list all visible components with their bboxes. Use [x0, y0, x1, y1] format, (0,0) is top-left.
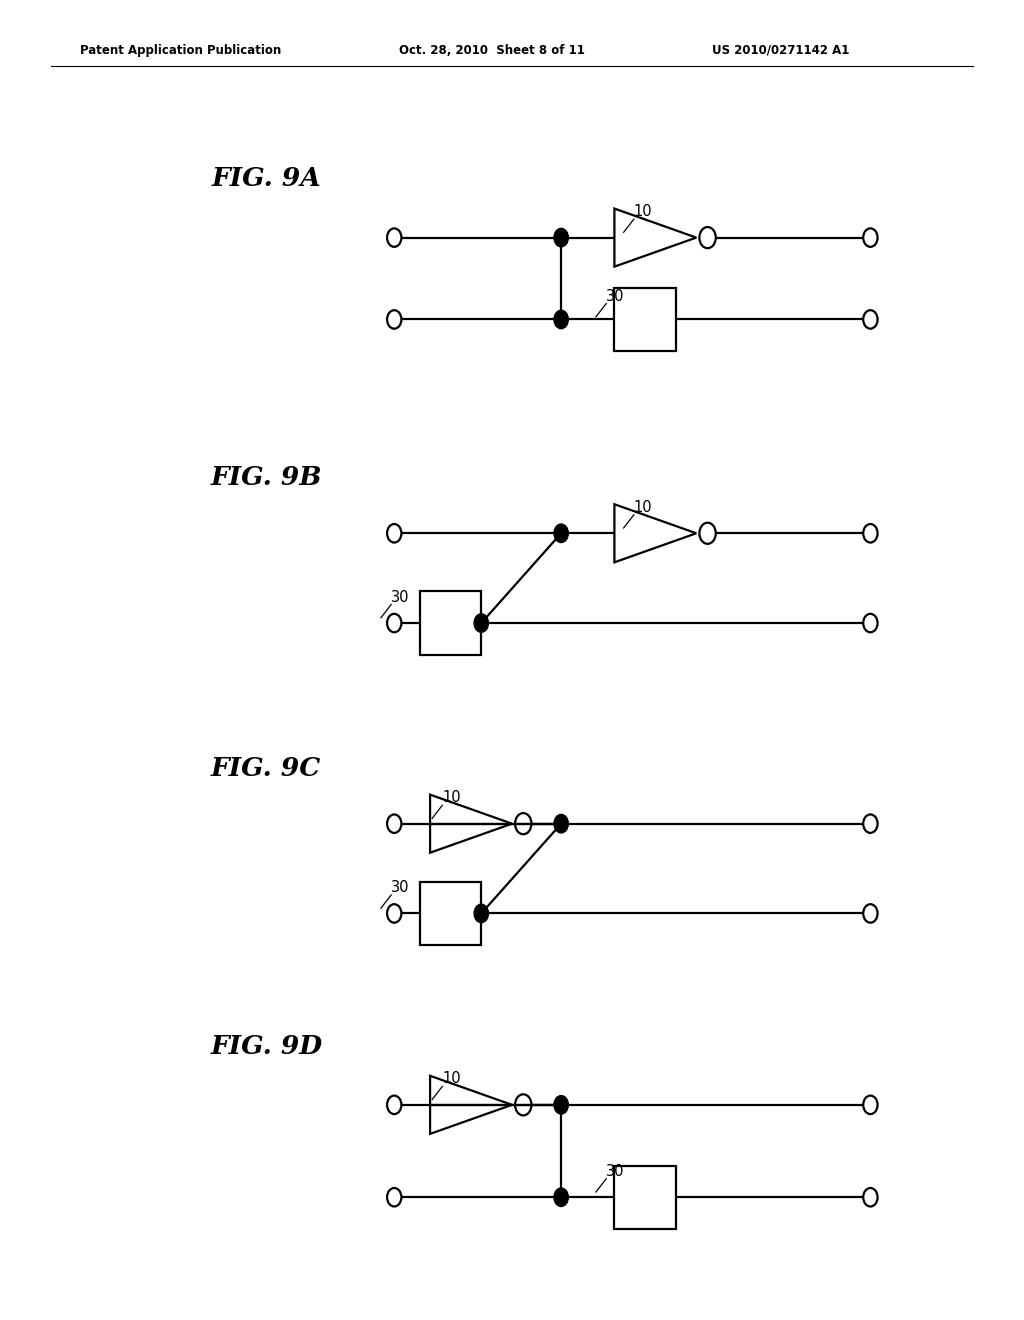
Text: 30: 30: [606, 289, 625, 304]
Text: 10: 10: [634, 500, 652, 515]
Circle shape: [474, 614, 488, 632]
Text: FIG. 9D: FIG. 9D: [210, 1035, 323, 1059]
Bar: [614, 1166, 676, 1229]
Text: Patent Application Publication: Patent Application Publication: [80, 44, 282, 57]
Bar: [420, 591, 481, 655]
Bar: [614, 288, 676, 351]
Text: 10: 10: [634, 205, 652, 219]
Circle shape: [554, 1188, 568, 1206]
Text: FIG. 9A: FIG. 9A: [211, 166, 322, 190]
Circle shape: [554, 814, 568, 833]
Circle shape: [554, 310, 568, 329]
Text: US 2010/0271142 A1: US 2010/0271142 A1: [712, 44, 849, 57]
Text: Oct. 28, 2010  Sheet 8 of 11: Oct. 28, 2010 Sheet 8 of 11: [399, 44, 586, 57]
Text: FIG. 9B: FIG. 9B: [211, 466, 322, 490]
Circle shape: [474, 904, 488, 923]
Text: 30: 30: [606, 1164, 625, 1179]
Circle shape: [554, 1096, 568, 1114]
Text: 30: 30: [391, 880, 410, 895]
Text: 10: 10: [442, 1072, 461, 1086]
Text: FIG. 9C: FIG. 9C: [211, 756, 322, 780]
Text: 10: 10: [442, 791, 461, 805]
Text: 30: 30: [391, 590, 410, 605]
Bar: [420, 882, 481, 945]
Circle shape: [554, 228, 568, 247]
Circle shape: [554, 524, 568, 543]
